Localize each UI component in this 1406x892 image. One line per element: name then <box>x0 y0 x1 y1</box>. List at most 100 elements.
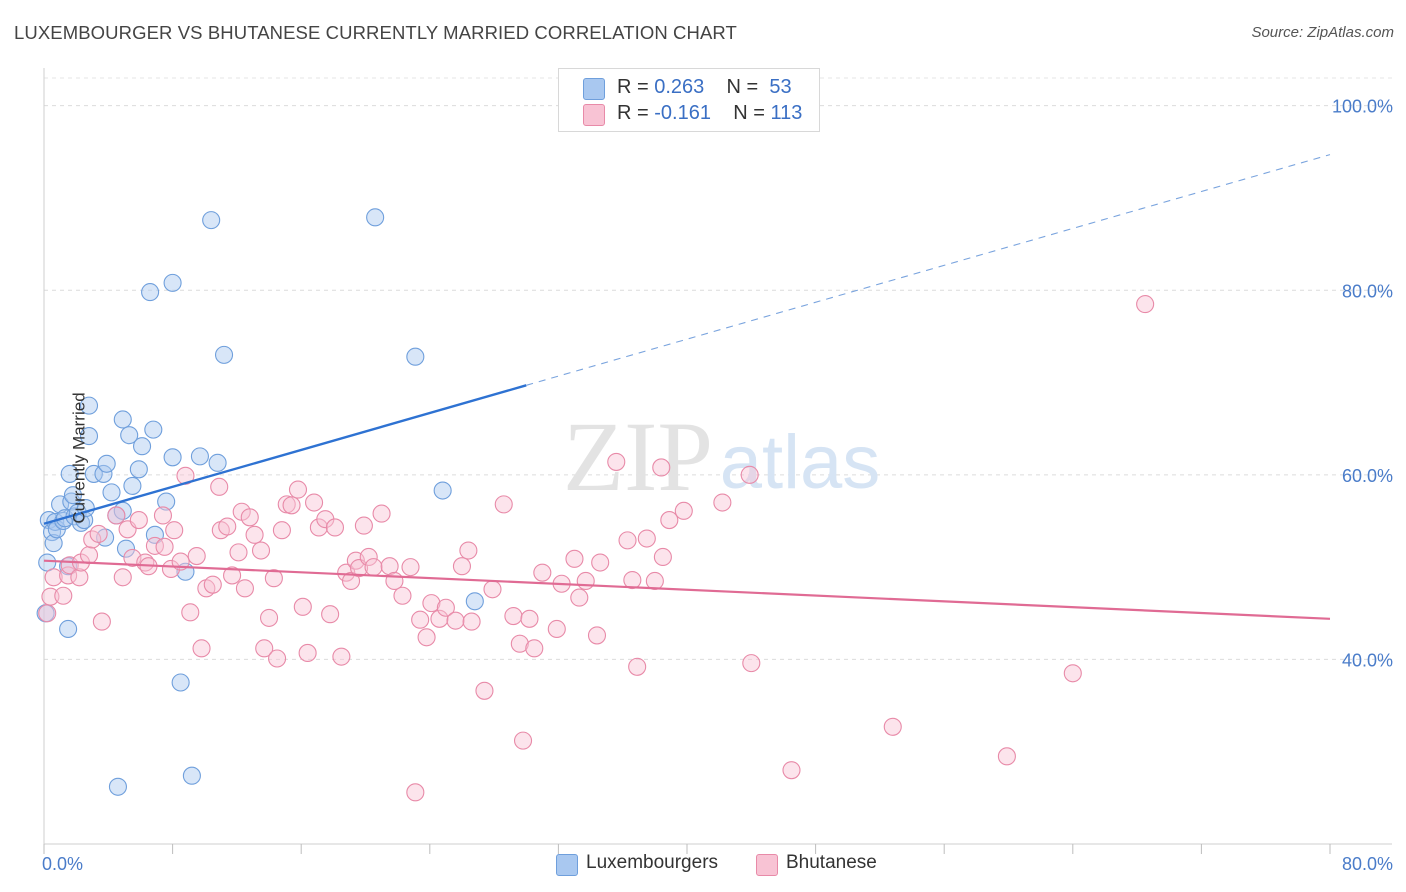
data-point <box>452 557 472 576</box>
data-point <box>264 569 283 588</box>
data-point <box>54 586 73 605</box>
y-tick-label: 100.0% <box>1332 97 1393 117</box>
legend-n-label: N = <box>733 102 771 124</box>
data-point <box>268 649 287 668</box>
data-point <box>259 608 279 627</box>
legend-r-label: R = <box>617 76 655 98</box>
data-point <box>187 547 206 566</box>
data-point <box>288 480 308 499</box>
data-point <box>63 486 82 505</box>
data-point <box>510 634 529 653</box>
data-point <box>430 609 449 628</box>
data-point <box>1136 295 1155 314</box>
data-point <box>255 639 274 658</box>
data-point <box>321 605 340 624</box>
data-point <box>325 518 345 537</box>
data-point <box>79 546 99 565</box>
data-point <box>192 639 211 658</box>
data-point <box>94 464 113 483</box>
data-point <box>782 761 801 780</box>
data-point <box>465 592 484 611</box>
data-point <box>660 511 679 530</box>
legend-n-label: N = <box>726 76 764 98</box>
data-point <box>107 506 126 525</box>
data-point <box>89 524 108 543</box>
data-point <box>652 458 671 477</box>
data-point <box>406 783 425 802</box>
data-point <box>298 643 317 663</box>
data-point <box>525 639 544 658</box>
data-point <box>494 495 513 514</box>
legend-r-value: 0.263 <box>654 76 705 98</box>
data-point <box>92 612 111 631</box>
data-point <box>272 521 291 540</box>
data-point <box>155 537 174 556</box>
chart-title: LUXEMBOURGER VS BHUTANESE CURRENTLY MARR… <box>14 22 737 43</box>
data-point <box>713 493 732 512</box>
data-point <box>108 777 127 796</box>
bottom-legend-bhutanese: Bhutanese <box>756 852 906 878</box>
bottom-legend-label-bhutanese: Bhutanese <box>786 852 877 873</box>
data-point <box>422 594 441 613</box>
data-point <box>459 541 478 560</box>
bottom-legend-label-luxembourgers: Luxembourgers <box>586 852 719 873</box>
data-point <box>645 571 664 591</box>
data-point <box>153 506 173 525</box>
data-point <box>997 747 1016 766</box>
data-point <box>293 597 312 616</box>
data-point <box>129 511 148 530</box>
x-tick-label: 80.0% <box>1342 854 1393 874</box>
data-point <box>385 571 404 591</box>
y-tick-label: 40.0% <box>1342 650 1393 670</box>
source-credit: Source: ZipAtlas.com <box>1251 24 1394 41</box>
data-point <box>171 673 190 692</box>
data-point <box>129 460 148 479</box>
data-point <box>436 598 455 617</box>
data-point <box>354 516 373 535</box>
data-point <box>282 496 301 515</box>
data-point <box>637 529 656 548</box>
data-point <box>332 647 351 666</box>
data-point <box>623 571 642 590</box>
data-point <box>165 521 184 540</box>
data-point <box>393 586 412 605</box>
grid-lines <box>44 77 1392 660</box>
data-points <box>36 208 1155 802</box>
data-point <box>628 657 647 676</box>
data-point <box>305 493 324 512</box>
data-point <box>84 464 103 483</box>
data-point <box>203 575 222 594</box>
data-point <box>1063 664 1082 683</box>
data-point <box>59 619 78 639</box>
data-point <box>607 452 626 471</box>
trend-lines <box>43 154 1331 620</box>
data-point <box>44 568 63 587</box>
data-point <box>462 612 481 631</box>
data-point <box>674 501 693 520</box>
data-point <box>417 628 436 647</box>
correlation-legend: R = 0.263 N = 53 R = -0.161 N = 113 <box>558 68 820 132</box>
watermark: ZIP atlas <box>563 401 880 512</box>
trend-line-bhutanese <box>43 559 1331 620</box>
watermark-zip: ZIP <box>563 401 713 512</box>
data-point <box>380 557 399 576</box>
data-point <box>547 619 566 639</box>
data-point <box>446 611 465 630</box>
data-point <box>591 553 610 572</box>
data-point <box>141 283 160 302</box>
bottom-legend-swatch-bhutanese <box>756 854 778 876</box>
y-axis-label: Currently Married <box>69 392 89 524</box>
data-point <box>102 483 121 502</box>
legend-n-value: 53 <box>769 76 792 98</box>
data-point <box>190 447 209 466</box>
data-point <box>341 571 361 591</box>
data-point <box>251 541 271 560</box>
data-point <box>565 549 584 568</box>
data-point <box>364 558 383 577</box>
data-point <box>433 481 452 500</box>
data-point <box>113 410 132 429</box>
data-point <box>235 579 254 598</box>
legend-swatch-luxembourgers <box>583 78 605 100</box>
data-point <box>245 525 264 544</box>
data-point <box>144 420 163 439</box>
